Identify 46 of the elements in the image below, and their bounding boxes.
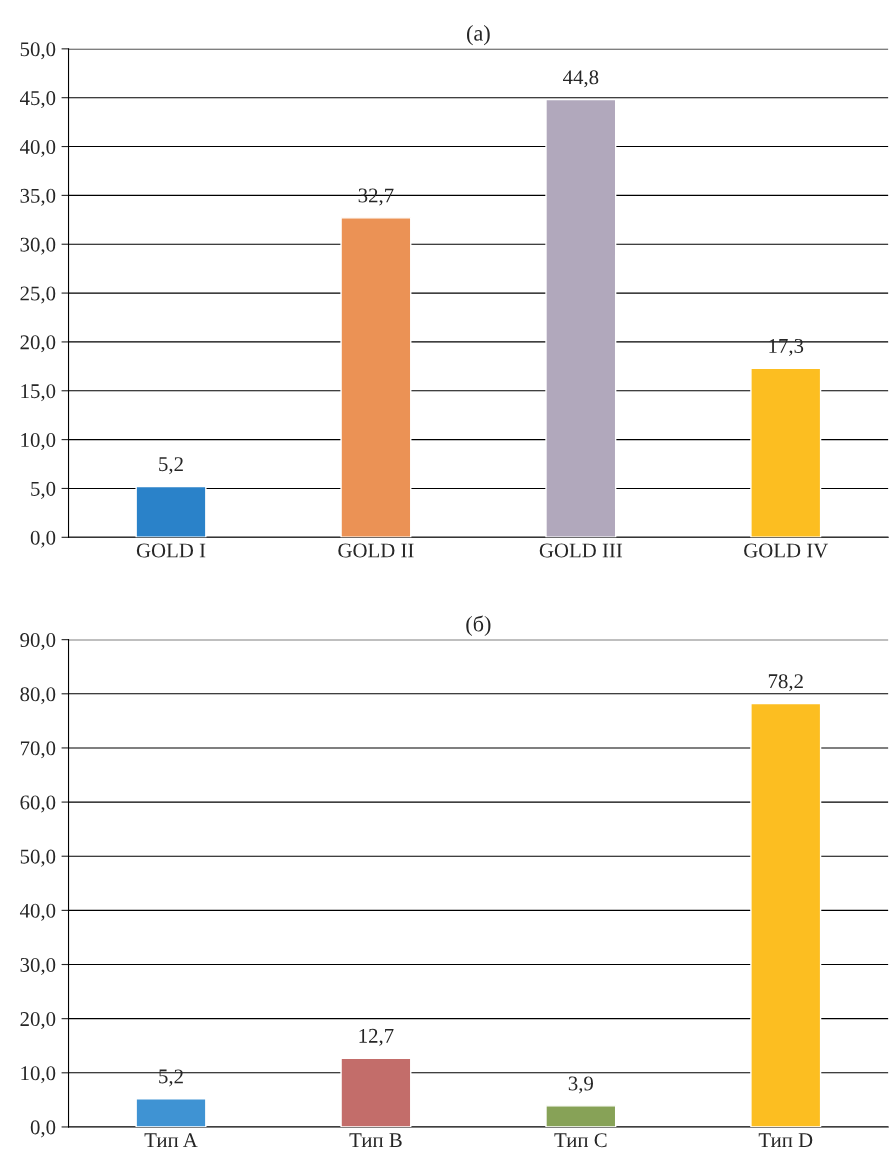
bar [545, 1105, 617, 1127]
chart-title: (а) [467, 25, 490, 46]
y-tick-label: 60,0 [20, 795, 56, 813]
bar [340, 217, 412, 538]
y-tick-label: 90,0 [20, 633, 56, 651]
x-tick-label: Тип A [144, 1133, 198, 1147]
bar [545, 98, 617, 538]
y-tick-label: 80,0 [20, 687, 56, 705]
bar [135, 1098, 207, 1127]
x-tick-label: Тип D [758, 1133, 813, 1147]
data-label: 5,2 [159, 457, 183, 475]
y-tick-label: 20,0 [20, 1012, 56, 1030]
y-tick-label: 0,0 [30, 1120, 56, 1138]
y-tick-label: 15,0 [21, 384, 56, 402]
y-tick-label: 40,0 [19, 139, 56, 157]
data-label: 3,9 [568, 1076, 593, 1094]
y-tick-label: 5,0 [31, 481, 56, 499]
data-label: 17,3 [769, 338, 804, 356]
x-tick-label: GOLD IV [744, 543, 829, 558]
bar [750, 367, 822, 538]
y-tick-label: 70,0 [20, 741, 56, 759]
data-label: 5,2 [159, 1069, 183, 1087]
y-tick-label: 35,0 [20, 188, 56, 206]
y-tick-label: 50,0 [20, 849, 56, 867]
y-tick-label: 30,0 [20, 957, 56, 975]
y-tick-label: 0,0 [30, 530, 56, 548]
x-tick-label: GOLD I [136, 543, 206, 558]
x-tick-label: GOLD III [539, 543, 623, 558]
data-label: 12,7 [359, 1028, 394, 1046]
bar [135, 485, 207, 538]
bar [750, 702, 822, 1127]
x-tick-label: GOLD II [338, 543, 414, 558]
bar [340, 1057, 412, 1127]
y-tick-label: 10,0 [21, 432, 56, 451]
x-tick-label: Тип B [349, 1133, 402, 1148]
y-tick-label: 45,0 [19, 91, 56, 109]
chart-title: (б) [466, 615, 491, 637]
data-label: 78,2 [768, 674, 803, 692]
x-tick-label: Тип C [554, 1133, 607, 1148]
y-tick-label: 30,0 [20, 237, 56, 255]
y-tick-label: 40,0 [19, 903, 56, 921]
y-tick-label: 20,0 [20, 335, 56, 353]
y-tick-label: 25,0 [20, 286, 56, 304]
y-tick-label: 10,0 [21, 1066, 56, 1084]
y-tick-label: 50,0 [20, 42, 56, 60]
data-label: 44,8 [563, 70, 599, 88]
